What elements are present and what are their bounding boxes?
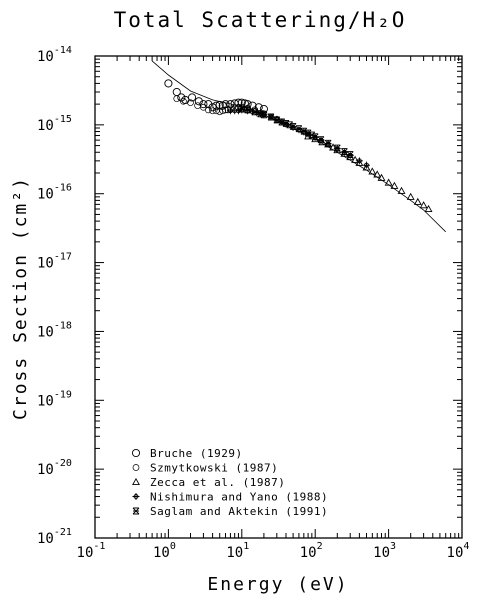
y-tick-label: 10-17 — [37, 252, 72, 272]
fit-line — [151, 60, 446, 233]
data-point — [273, 116, 281, 124]
data-point — [278, 118, 286, 126]
data-point — [355, 157, 363, 165]
legend: Bruche (1929) Szmytkowski (1987)Zecca et … — [131, 447, 328, 518]
legend-marker — [132, 477, 140, 486]
series-group — [164, 79, 268, 114]
data-point — [413, 197, 422, 205]
legend-marker — [131, 448, 141, 458]
data-point — [251, 108, 259, 116]
data-point — [373, 170, 382, 178]
data-point — [363, 161, 371, 169]
y-tick-label: 10-21 — [37, 527, 72, 547]
plot-frame — [94, 55, 463, 539]
data-point — [406, 192, 415, 200]
x-axis-label: Energy (eV) — [207, 574, 348, 595]
data-point — [209, 107, 216, 115]
data-point — [351, 155, 360, 163]
data-point — [329, 143, 338, 151]
data-point — [289, 122, 297, 130]
data-point — [311, 133, 319, 141]
data-point — [362, 163, 371, 171]
data-point — [419, 201, 428, 209]
data-point — [199, 100, 208, 109]
data-point — [212, 101, 221, 110]
x-tick-label: 103 — [373, 541, 396, 561]
data-point — [377, 173, 386, 181]
data-point — [346, 151, 354, 159]
x-tick-label: 100 — [153, 541, 176, 561]
chart-title: Total Scattering/H₂O — [114, 8, 407, 32]
data-point — [384, 178, 393, 186]
data-point — [397, 186, 406, 194]
data-point — [180, 97, 187, 105]
x-tick-labels: 10-1 100 101 102 103 104 — [77, 541, 470, 561]
data-point — [194, 97, 203, 106]
data-point — [368, 167, 377, 175]
data-point — [244, 106, 251, 114]
data-point — [204, 106, 212, 114]
data-point — [219, 107, 227, 115]
data-point — [295, 125, 303, 133]
y-tick-labels: 10-21 10-20 10-19 10-18 10-17 10-16 10-15 10-14 — [37, 45, 72, 547]
data-point — [173, 95, 181, 103]
legend-marker — [132, 493, 140, 500]
data-point — [341, 148, 348, 155]
data-point — [216, 108, 224, 116]
y-tick-label: 10-18 — [37, 320, 72, 340]
data-point — [286, 121, 294, 129]
legend-label: Saglam and Aktekin (1991) — [150, 505, 328, 518]
data-point — [304, 129, 312, 137]
series-group — [238, 105, 354, 159]
data-point — [234, 98, 243, 107]
legend-label: Zecca et al. (1987) — [150, 476, 285, 489]
x-tick-label: 104 — [447, 541, 470, 561]
data-point — [212, 107, 220, 115]
axis-ticks — [94, 56, 462, 539]
y-tick-label: 10-14 — [37, 45, 72, 65]
data-point — [333, 144, 341, 152]
y-axis-label: Cross Section (cm²) — [10, 176, 31, 420]
data-point — [164, 79, 173, 88]
y-tick-label: 10-16 — [37, 183, 72, 203]
y-tick-label: 10-19 — [37, 389, 72, 409]
data-point — [238, 105, 246, 113]
series-group — [304, 132, 433, 212]
data-point — [390, 181, 399, 189]
legend-marker — [132, 464, 140, 471]
legend-label: Szmytkowski (1987) — [150, 462, 278, 475]
data-point — [267, 113, 275, 121]
data-point — [188, 93, 197, 102]
series-group — [173, 95, 281, 123]
data-point — [177, 93, 186, 102]
data-point — [300, 127, 308, 135]
data-point — [260, 111, 268, 119]
y-tick-label: 10-15 — [37, 114, 72, 134]
legend-label: Nishimura and Yano (1988) — [150, 491, 328, 504]
data-point — [324, 139, 332, 147]
data-point — [424, 204, 433, 212]
legend-marker — [132, 507, 140, 515]
x-tick-label: 101 — [226, 541, 249, 561]
x-tick-label: 10-1 — [77, 541, 106, 561]
data-markers — [164, 79, 433, 212]
data-point — [257, 110, 264, 118]
y-tick-label: 10-20 — [37, 458, 72, 478]
data-point — [208, 103, 217, 112]
data-point — [187, 99, 194, 107]
legend-label: Bruche (1929) — [150, 447, 243, 460]
data-point — [317, 136, 325, 144]
x-tick-label: 102 — [300, 541, 323, 561]
data-point — [308, 131, 316, 139]
data-point — [282, 119, 290, 127]
